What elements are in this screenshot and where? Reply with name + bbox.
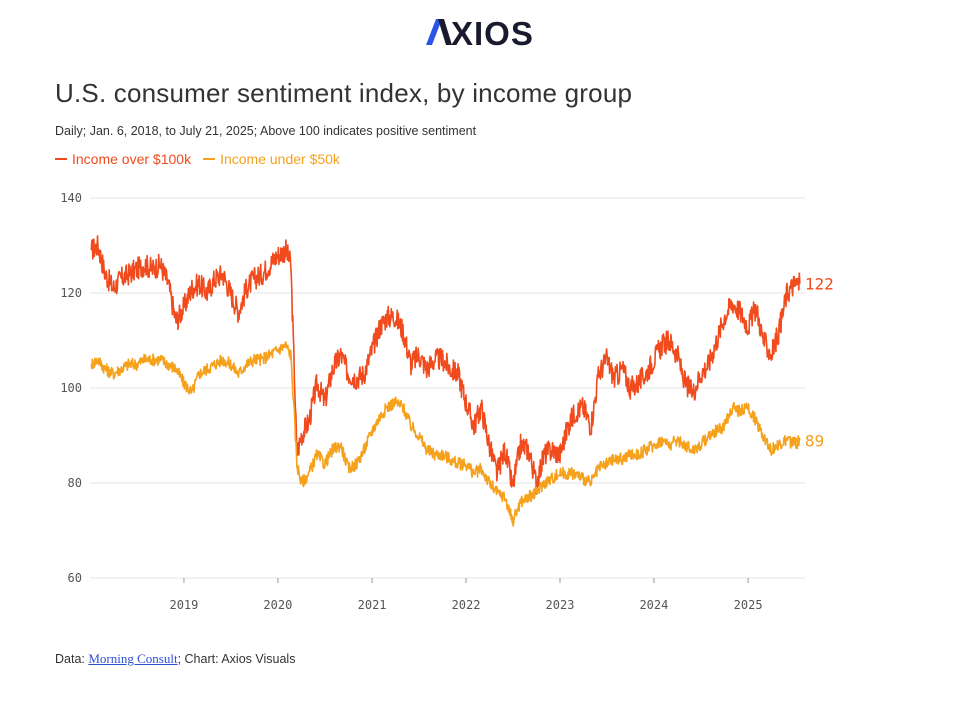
chart-subtitle: Daily; Jan. 6, 2018, to July 21, 2025; A… — [55, 124, 477, 138]
x-axis-ticks: 2019 2020 2021 2022 2023 2024 2025 — [169, 578, 763, 612]
y-tick-label: 140 — [60, 191, 82, 205]
end-labels: 122 89 — [790, 275, 834, 450]
legend-label-low-income: Income under $50k — [220, 151, 340, 167]
legend-item-low-income: Income under $50k — [203, 151, 340, 167]
y-tick-label: 80 — [68, 476, 82, 490]
x-tick-label: 2020 — [263, 598, 292, 612]
x-tick-label: 2024 — [639, 598, 668, 612]
y-tick-label: 120 — [60, 286, 82, 300]
axios-logo-mark: XIOS — [426, 15, 534, 48]
end-label-1: 89 — [805, 431, 824, 450]
source-link[interactable]: Morning Consult — [88, 651, 178, 666]
source-note: Data: Morning Consult; Chart: Axios Visu… — [55, 651, 295, 667]
legend-swatch-low-income — [203, 158, 216, 160]
y-axis-ticks: 60 80 100 120 140 — [60, 191, 82, 585]
source-suffix: ; Chart: Axios Visuals — [177, 652, 296, 666]
series-lines — [90, 235, 801, 527]
series-line-0 — [90, 235, 801, 495]
x-tick-label: 2023 — [546, 598, 575, 612]
x-tick-label: 2021 — [358, 598, 387, 612]
y-tick-label: 100 — [60, 381, 82, 395]
y-tick-label: 60 — [68, 571, 82, 585]
end-label-0: 122 — [805, 275, 834, 294]
legend-label-high-income: Income over $100k — [72, 151, 192, 167]
chart-title: U.S. consumer sentiment index, by income… — [55, 78, 633, 108]
legend: Income over $100k Income under $50k — [55, 151, 340, 167]
axios-logo: XIOS — [0, 14, 960, 54]
end-dot-0 — [790, 280, 798, 287]
source-prefix: Data: — [55, 652, 89, 666]
logo-text: XIOS — [451, 15, 534, 48]
x-tick-label: 2025 — [734, 598, 763, 612]
legend-item-high-income: Income over $100k — [55, 151, 191, 167]
x-tick-label: 2022 — [452, 598, 481, 612]
legend-swatch-high-income — [55, 158, 67, 160]
series-line-1 — [90, 341, 801, 527]
end-dot-1 — [790, 436, 798, 444]
x-tick-label: 2019 — [169, 598, 198, 612]
